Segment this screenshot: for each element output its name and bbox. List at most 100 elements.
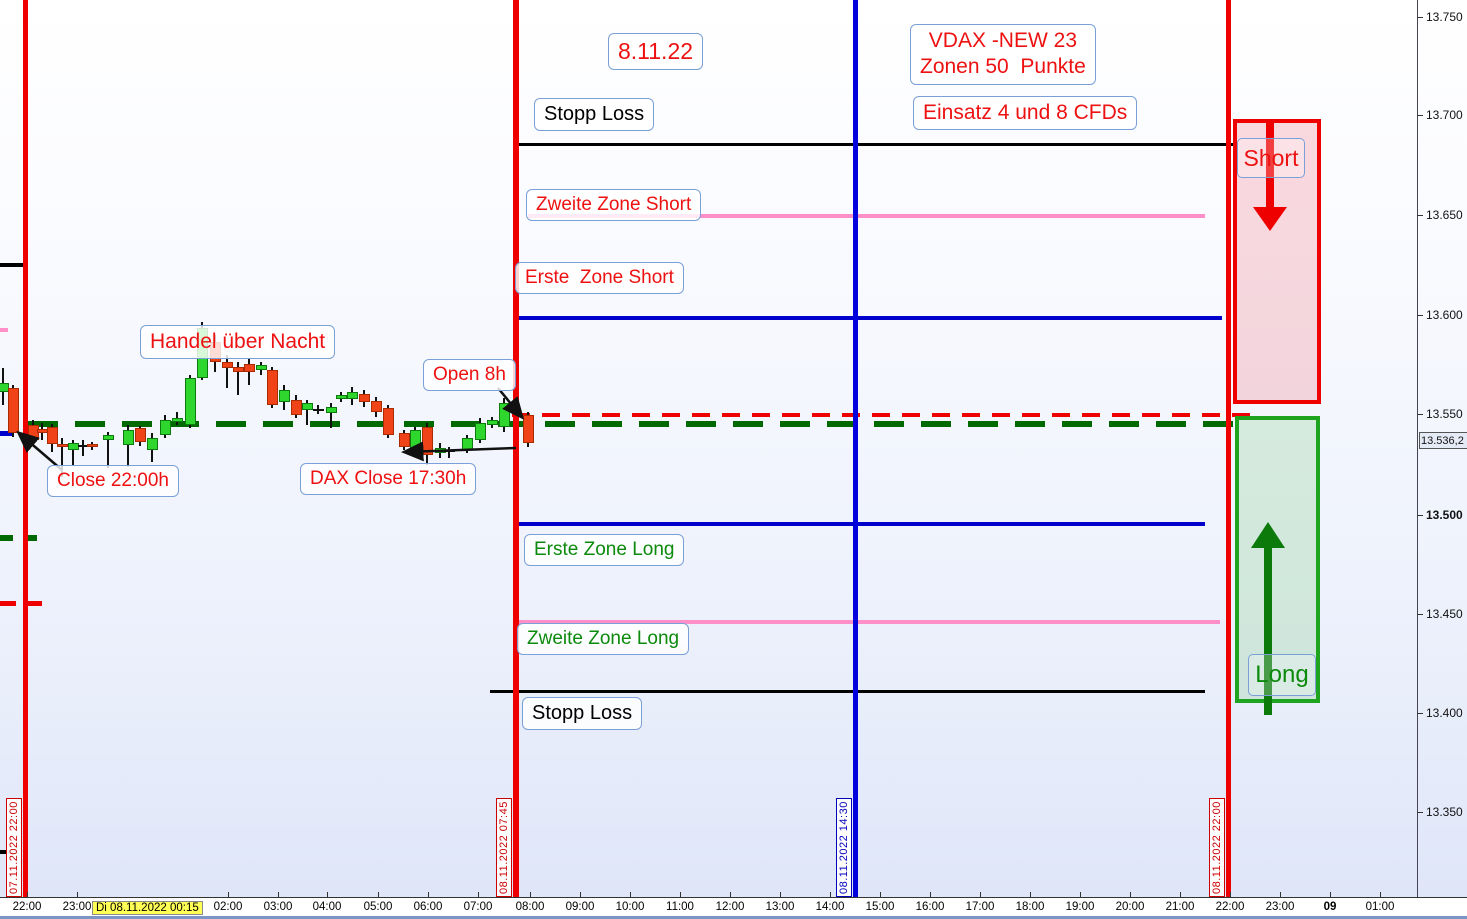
- y-tick-label: 13.450: [1426, 607, 1463, 621]
- label-line: Stopp Loss: [532, 702, 633, 724]
- y-tick: [1417, 315, 1423, 316]
- x-tick: [1080, 892, 1081, 897]
- candle[interactable]: [222, 362, 233, 368]
- candle-wick: [72, 440, 74, 465]
- x-tick-label: 06:00: [413, 901, 443, 913]
- date-label: 8.11.22: [608, 33, 704, 70]
- candle[interactable]: [78, 445, 89, 447]
- candle[interactable]: [103, 435, 114, 440]
- candle[interactable]: [326, 407, 337, 413]
- candle[interactable]: [123, 430, 134, 445]
- short-arrow-down-icon: [1253, 207, 1287, 231]
- candle[interactable]: [371, 401, 382, 412]
- x-tick-label: 11:00: [666, 901, 694, 913]
- short-arrow-shaft: [1266, 119, 1274, 207]
- candle[interactable]: [487, 420, 498, 425]
- x-tick-label: 16:00: [915, 901, 945, 913]
- long-arrow-shaft: [1264, 546, 1272, 715]
- y-tick: [1417, 713, 1423, 714]
- stopp-loss-long-line: [490, 689, 1205, 693]
- y-tick-label: 13.750: [1426, 10, 1463, 24]
- candle[interactable]: [135, 428, 146, 442]
- y-tick: [1417, 414, 1423, 415]
- x-tick: [980, 892, 981, 897]
- candle[interactable]: [185, 378, 196, 425]
- candle[interactable]: [422, 427, 433, 455]
- x-tick: [428, 892, 429, 897]
- label-line: DAX Close 17:30h: [310, 468, 467, 489]
- x-tick: [77, 892, 78, 897]
- x-tick: [780, 892, 781, 897]
- candle-wick: [330, 403, 332, 428]
- x-tick-label: 09: [1323, 901, 1337, 913]
- candle[interactable]: [523, 415, 534, 443]
- event-vline: [1226, 0, 1231, 897]
- candle[interactable]: [475, 423, 486, 440]
- candle[interactable]: [256, 365, 267, 370]
- x-tick: [378, 892, 379, 897]
- close-2200-label: Close 22:00h: [47, 465, 179, 497]
- candle[interactable]: [244, 364, 255, 372]
- zweite-zone-short-label: Zweite Zone Short: [526, 189, 702, 221]
- candle[interactable]: [336, 395, 347, 399]
- x-tick-label: 01:00: [1365, 901, 1395, 913]
- x-tick: [730, 892, 731, 897]
- candle[interactable]: [359, 394, 370, 402]
- candle[interactable]: [444, 450, 455, 452]
- candle[interactable]: [313, 409, 324, 411]
- open-8h-red-dashed-line: [512, 413, 1250, 417]
- candle[interactable]: [8, 388, 19, 433]
- candle[interactable]: [0, 383, 9, 392]
- candle[interactable]: [160, 420, 171, 435]
- x-tick-label: 10:00: [615, 901, 645, 913]
- candle[interactable]: [87, 444, 98, 447]
- x-tick: [27, 892, 28, 897]
- x-tick-label: 07:00: [463, 901, 493, 913]
- x-tick-label: 05:00: [363, 901, 393, 913]
- close-2200-green-dashed-line: [28, 421, 1235, 427]
- candle[interactable]: [399, 433, 410, 447]
- y-tick-label: 13.700: [1426, 108, 1463, 122]
- y-tick-label: 13.500: [1426, 508, 1463, 522]
- label-line: Zonen 50 Punkte: [920, 55, 1086, 79]
- y-tick: [1417, 515, 1423, 516]
- stopp-loss-bottom-label: Stopp Loss: [522, 697, 643, 730]
- candle[interactable]: [47, 427, 58, 444]
- x-tick: [930, 892, 931, 897]
- candle[interactable]: [172, 418, 183, 422]
- candle[interactable]: [267, 370, 278, 405]
- long-zone-label: Long: [1248, 654, 1316, 696]
- y-tick: [1417, 115, 1423, 116]
- candle[interactable]: [147, 438, 158, 450]
- x-tick-label: 23:00: [62, 901, 92, 913]
- event-vline-label: 08.11.2022 22:00: [1209, 798, 1225, 897]
- candle[interactable]: [302, 403, 313, 410]
- candle[interactable]: [291, 400, 302, 415]
- candle[interactable]: [347, 392, 358, 399]
- x-tick-label: 04:00: [312, 901, 342, 913]
- candle[interactable]: [499, 403, 510, 427]
- candle[interactable]: [279, 390, 290, 402]
- label-line: Erste Zone Short: [525, 267, 674, 288]
- y-tick-label: 13.400: [1426, 706, 1463, 720]
- candle[interactable]: [383, 408, 394, 435]
- plot-background: [0, 0, 1467, 897]
- x-tick-label: 19:00: [1065, 901, 1095, 913]
- label-line: Open 8h: [433, 364, 506, 385]
- y-axis-line: [1417, 0, 1418, 897]
- candle[interactable]: [462, 438, 473, 450]
- prev-red-dashed-left: [0, 600, 45, 606]
- candle[interactable]: [57, 444, 68, 447]
- dax-close-1730-label: DAX Close 17:30h: [300, 463, 477, 495]
- candle[interactable]: [410, 430, 421, 450]
- candle-wick: [237, 362, 239, 395]
- x-tick: [580, 892, 581, 897]
- label-line: Handel über Nacht: [150, 330, 326, 353]
- einsatz-label: Einsatz 4 und 8 CFDs: [913, 96, 1138, 131]
- x-axis[interactable]: 22:00 23:00 Di 08.11.2022 00:15 02:00 03:00 0…: [0, 897, 1467, 917]
- candle[interactable]: [233, 367, 244, 372]
- erste-zone-short-line: [517, 316, 1222, 320]
- y-tick-label: 13.550: [1426, 407, 1463, 421]
- prev-green-dashed-left: [0, 535, 40, 541]
